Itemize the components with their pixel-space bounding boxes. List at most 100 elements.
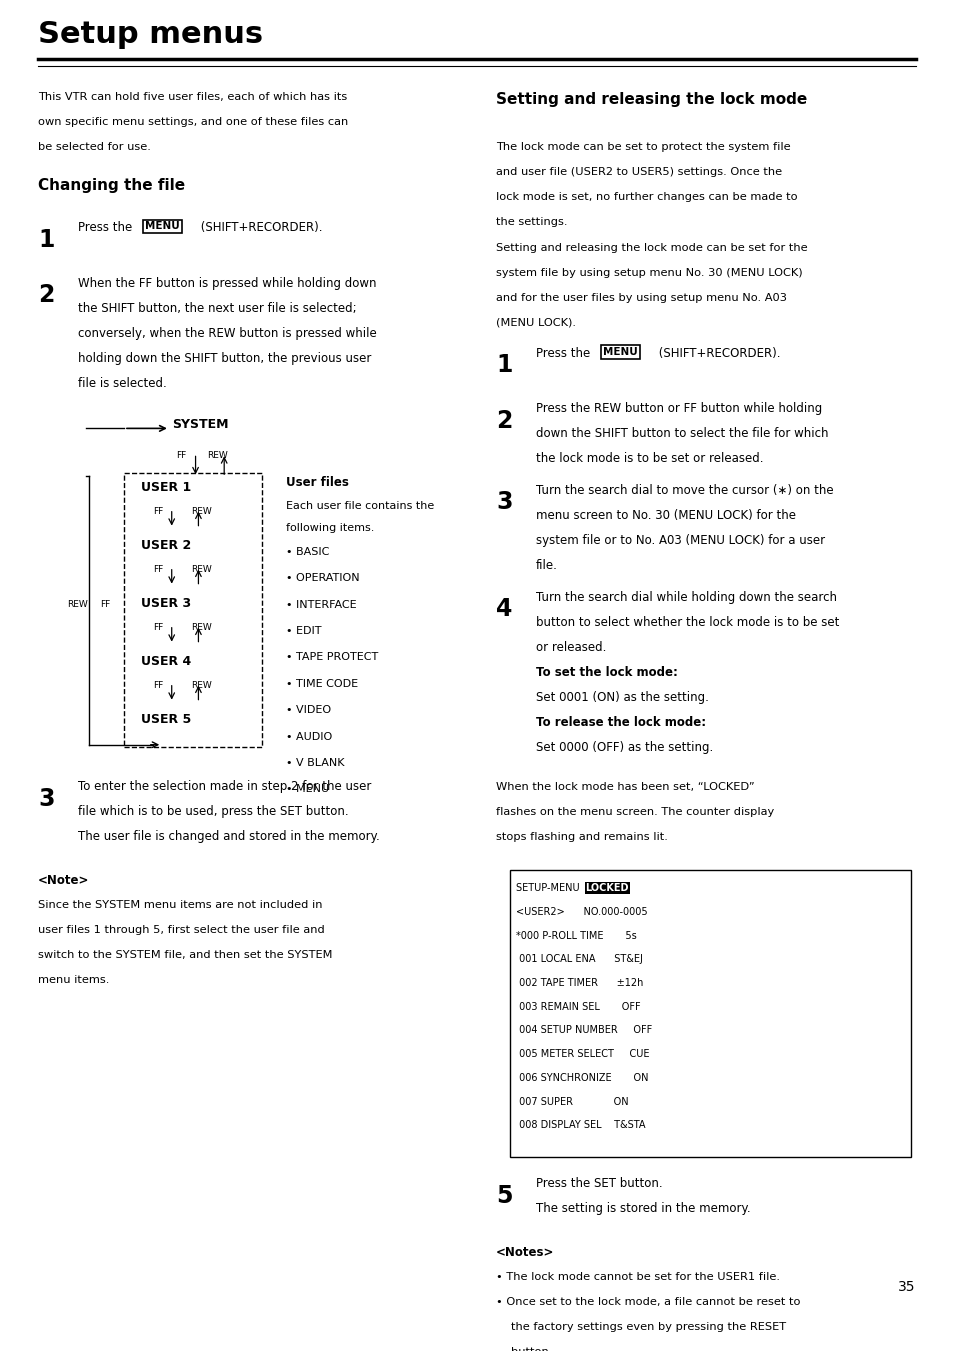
Text: stops flashing and remains lit.: stops flashing and remains lit.: [496, 832, 667, 842]
Text: system file or to No. A03 (MENU LOCK) for a user: system file or to No. A03 (MENU LOCK) fo…: [536, 534, 824, 547]
Text: Since the SYSTEM menu items are not included in: Since the SYSTEM menu items are not incl…: [38, 900, 322, 911]
Text: The lock mode can be set to protect the system file: The lock mode can be set to protect the …: [496, 142, 790, 153]
Text: FF: FF: [100, 600, 111, 609]
Text: 1: 1: [496, 353, 512, 377]
Text: • BASIC: • BASIC: [286, 547, 329, 557]
Text: REW: REW: [191, 681, 212, 690]
Text: 006 SYNCHRONIZE       ON: 006 SYNCHRONIZE ON: [516, 1073, 648, 1084]
Text: USER 4: USER 4: [141, 655, 192, 669]
Text: and user file (USER2 to USER5) settings. Once the: and user file (USER2 to USER5) settings.…: [496, 168, 781, 177]
Text: button.: button.: [511, 1347, 552, 1351]
Text: • MENU: • MENU: [286, 785, 329, 794]
Text: <Note>: <Note>: [38, 874, 90, 886]
Text: own specific menu settings, and one of these files can: own specific menu settings, and one of t…: [38, 118, 348, 127]
Text: Set 0000 (OFF) as the setting.: Set 0000 (OFF) as the setting.: [536, 740, 713, 754]
Text: To enter the selection made in step 2 for the user: To enter the selection made in step 2 fo…: [78, 781, 372, 793]
Text: REW: REW: [207, 451, 228, 459]
Text: 008 DISPLAY SEL    T&STA: 008 DISPLAY SEL T&STA: [516, 1120, 645, 1131]
Text: Turn the search dial to move the cursor (∗) on the: Turn the search dial to move the cursor …: [536, 484, 833, 497]
Text: be selected for use.: be selected for use.: [38, 142, 151, 153]
Text: SETUP-MENU: SETUP-MENU: [516, 884, 592, 893]
Text: To release the lock mode:: To release the lock mode:: [536, 716, 705, 728]
Text: 2: 2: [38, 284, 54, 308]
Text: MENU: MENU: [602, 347, 637, 357]
Text: 2: 2: [496, 408, 512, 432]
Text: file.: file.: [536, 559, 558, 571]
Text: <USER2>      NO.000-0005: <USER2> NO.000-0005: [516, 907, 647, 917]
Text: USER 1: USER 1: [141, 481, 192, 494]
Text: This VTR can hold five user files, each of which has its: This VTR can hold five user files, each …: [38, 92, 347, 103]
Text: 005 METER SELECT     CUE: 005 METER SELECT CUE: [516, 1050, 649, 1059]
Text: the lock mode is to be set or released.: the lock mode is to be set or released.: [536, 453, 762, 465]
Text: SYSTEM: SYSTEM: [172, 417, 228, 431]
Text: USER 2: USER 2: [141, 539, 192, 553]
Text: Set 0001 (ON) as the setting.: Set 0001 (ON) as the setting.: [536, 690, 708, 704]
Text: REW: REW: [191, 566, 212, 574]
Text: • OPERATION: • OPERATION: [286, 573, 359, 584]
Text: REW: REW: [191, 508, 212, 516]
Text: • The lock mode cannot be set for the USER1 file.: • The lock mode cannot be set for the US…: [496, 1273, 780, 1282]
Text: or released.: or released.: [536, 640, 606, 654]
Text: FF: FF: [152, 681, 163, 690]
Text: <Notes>: <Notes>: [496, 1246, 554, 1259]
Text: REW: REW: [191, 623, 212, 632]
Text: (SHIFT+RECORDER).: (SHIFT+RECORDER).: [655, 347, 781, 359]
Text: Setup menus: Setup menus: [38, 20, 263, 49]
Text: *000 P-ROLL TIME       5s: *000 P-ROLL TIME 5s: [516, 931, 637, 940]
Text: USER 5: USER 5: [141, 713, 192, 725]
Text: user files 1 through 5, first select the user file and: user files 1 through 5, first select the…: [38, 925, 325, 935]
Text: When the lock mode has been set, “LOCKED”: When the lock mode has been set, “LOCKED…: [496, 782, 754, 792]
Text: • AUDIO: • AUDIO: [286, 731, 332, 742]
Text: • Once set to the lock mode, a file cannot be reset to: • Once set to the lock mode, a file cann…: [496, 1297, 800, 1306]
Text: 001 LOCAL ENA      ST&EJ: 001 LOCAL ENA ST&EJ: [516, 954, 642, 965]
Text: FF: FF: [152, 566, 163, 574]
Text: User files: User files: [286, 476, 349, 489]
Text: LOCKED: LOCKED: [585, 884, 628, 893]
Text: Setting and releasing the lock mode: Setting and releasing the lock mode: [496, 92, 806, 107]
Text: menu screen to No. 30 (MENU LOCK) for the: menu screen to No. 30 (MENU LOCK) for th…: [536, 509, 796, 521]
Text: • V BLANK: • V BLANK: [286, 758, 344, 767]
Bar: [124, 473, 262, 747]
Text: • INTERFACE: • INTERFACE: [286, 600, 356, 609]
Text: FF: FF: [152, 508, 163, 516]
Text: • TAPE PROTECT: • TAPE PROTECT: [286, 653, 378, 662]
Text: flashes on the menu screen. The counter display: flashes on the menu screen. The counter …: [496, 807, 774, 817]
Bar: [510, 870, 910, 1158]
Text: FF: FF: [152, 623, 163, 632]
Text: USER 3: USER 3: [141, 597, 192, 611]
Text: the factory settings even by pressing the RESET: the factory settings even by pressing th…: [511, 1323, 785, 1332]
Text: menu items.: menu items.: [38, 975, 110, 985]
Text: the SHIFT button, the next user file is selected;: the SHIFT button, the next user file is …: [78, 301, 356, 315]
Text: • TIME CODE: • TIME CODE: [286, 678, 358, 689]
Text: 004 SETUP NUMBER     OFF: 004 SETUP NUMBER OFF: [516, 1025, 652, 1035]
Text: 3: 3: [38, 786, 54, 811]
Text: 35: 35: [898, 1281, 915, 1294]
Text: MENU: MENU: [145, 222, 179, 231]
Text: 007 SUPER             ON: 007 SUPER ON: [516, 1097, 628, 1106]
Text: (SHIFT+RECORDER).: (SHIFT+RECORDER).: [197, 222, 323, 235]
Text: To set the lock mode:: To set the lock mode:: [536, 666, 678, 678]
Text: Setting and releasing the lock mode can be set for the: Setting and releasing the lock mode can …: [496, 243, 807, 253]
Text: • VIDEO: • VIDEO: [286, 705, 331, 715]
Text: The user file is changed and stored in the memory.: The user file is changed and stored in t…: [78, 831, 379, 843]
Text: 1: 1: [38, 228, 54, 253]
Text: When the FF button is pressed while holding down: When the FF button is pressed while hold…: [78, 277, 376, 290]
Text: 5: 5: [496, 1183, 512, 1208]
Text: 4: 4: [496, 597, 512, 621]
Text: Each user file contains the: Each user file contains the: [286, 501, 434, 511]
Text: Press the: Press the: [536, 347, 594, 359]
Text: • EDIT: • EDIT: [286, 626, 321, 636]
Text: Press the REW button or FF button while holding: Press the REW button or FF button while …: [536, 403, 821, 415]
Text: file is selected.: file is selected.: [78, 377, 167, 390]
Text: file which is to be used, press the SET button.: file which is to be used, press the SET …: [78, 805, 349, 819]
Text: conversely, when the REW button is pressed while: conversely, when the REW button is press…: [78, 327, 376, 340]
Text: 3: 3: [496, 490, 512, 515]
Text: and for the user files by using setup menu No. A03: and for the user files by using setup me…: [496, 293, 786, 303]
Text: Changing the file: Changing the file: [38, 178, 185, 193]
Text: FF: FF: [176, 451, 187, 459]
Text: 002 TAPE TIMER      ±12h: 002 TAPE TIMER ±12h: [516, 978, 643, 988]
Text: the settings.: the settings.: [496, 218, 567, 227]
Text: following items.: following items.: [286, 523, 375, 534]
Text: REW: REW: [67, 600, 88, 609]
Text: Press the: Press the: [78, 222, 136, 235]
